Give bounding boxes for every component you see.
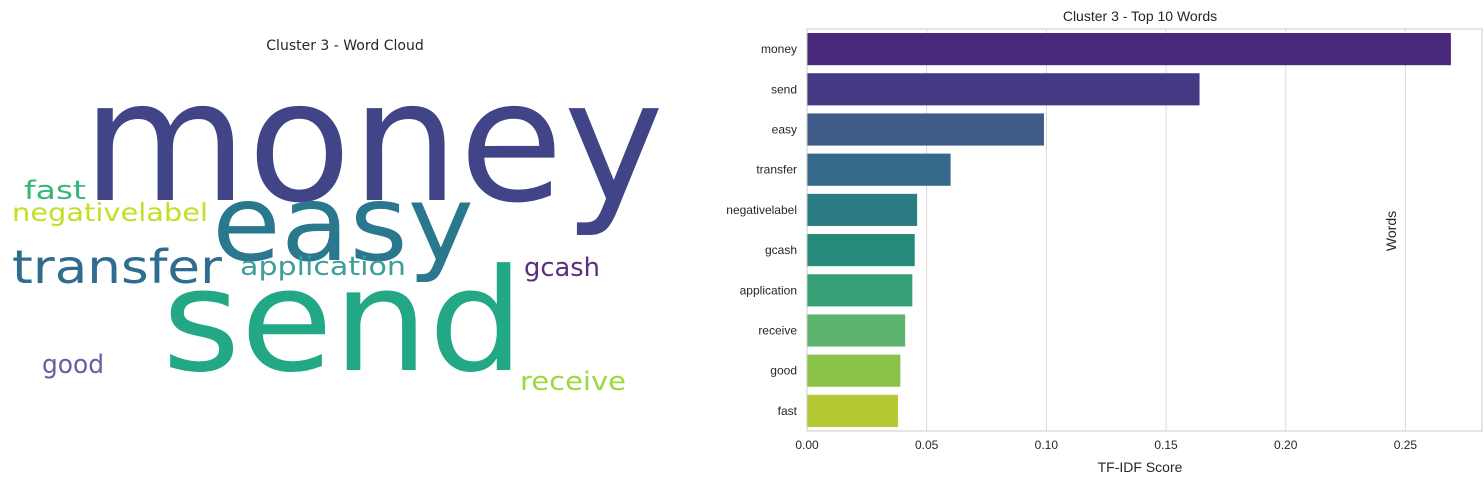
y-tick-label: send (771, 82, 797, 96)
wordcloud-title: Cluster 3 - Word Cloud (266, 38, 424, 54)
plot-frame (806, 28, 1483, 432)
y-tick-label: fast (778, 404, 798, 418)
y-tick-label: negativelabel (726, 203, 797, 217)
bar-gcash (807, 234, 915, 267)
x-tick-label: 0.20 (1274, 438, 1298, 452)
wordcloud-word: receive (520, 367, 626, 397)
bar-easy (807, 113, 1044, 146)
y-tick-label: money (761, 42, 797, 56)
y-tick-label: easy (772, 123, 797, 137)
x-tick-labels: 0.00 0.05 0.10 0.15 0.20 0.25 (795, 438, 1417, 452)
bar-money (807, 33, 1451, 66)
bar-transfer (807, 153, 951, 186)
bar-good (807, 354, 901, 387)
wordcloud-word: money (82, 44, 664, 240)
x-tick-label: 0.10 (1035, 438, 1059, 452)
bars (807, 33, 1451, 427)
bar-negativelabel (807, 193, 918, 226)
wordcloud-word: send (162, 239, 524, 404)
wordcloud-word: gcash (524, 253, 600, 283)
chart-title: Cluster 3 - Top 10 Words (1063, 8, 1217, 24)
y-axis-label: Words (1383, 211, 1399, 251)
bar-send (807, 73, 1200, 106)
bar-application (807, 274, 913, 307)
bar-receive (807, 314, 906, 347)
wordcloud-word: good (42, 350, 104, 380)
x-tick-label: 0.00 (795, 438, 819, 452)
bar-chart: Cluster 3 - Top 10 Words money send easy tr… (726, 8, 1483, 475)
x-axis-label: TF-IDF Score (1098, 459, 1183, 475)
bar-fast (807, 394, 898, 427)
wordcloud-word: easy (212, 163, 474, 285)
y-tick-label: receive (758, 324, 797, 338)
x-tick-label: 0.25 (1394, 438, 1418, 452)
y-tick-label: application (740, 283, 797, 297)
x-tick-label: 0.15 (1154, 438, 1178, 452)
x-tick-label: 0.05 (915, 438, 939, 452)
wordcloud-word: application (240, 252, 406, 282)
y-tick-label: transfer (756, 163, 797, 177)
y-tick-labels: money send easy transfer negativelabel gcash a… (726, 42, 797, 418)
y-tick-label: good (770, 364, 797, 378)
wordcloud-word: negativelabel (12, 198, 208, 227)
wordcloud-word: transfer (12, 240, 222, 294)
y-tick-label: gcash (765, 243, 797, 257)
word-cloud: money send easy transfer application fas… (12, 44, 664, 404)
wordcloud-word: fast (24, 176, 86, 206)
